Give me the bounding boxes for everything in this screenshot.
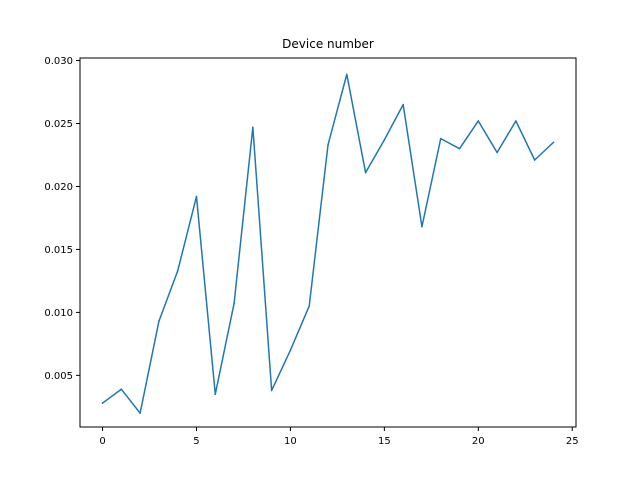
data-point (195, 195, 198, 198)
data-point (383, 139, 386, 141)
data-point (496, 151, 498, 154)
y-tick-label: 0.030 (44, 56, 73, 67)
series-line-0 (101, 73, 555, 414)
y-tick-label: 0.025 (44, 119, 73, 130)
chart-title: Device number (282, 37, 374, 51)
data-point (345, 73, 348, 76)
x-tick-label: 10 (284, 436, 297, 447)
data-point (233, 302, 235, 305)
axes-frame (79, 57, 577, 428)
x-axis: 0 5 10 15 20 25 (99, 427, 579, 447)
x-tick-label: 5 (193, 436, 199, 447)
x-tick-label: 0 (99, 436, 105, 447)
y-tick-label: 0.020 (44, 182, 73, 193)
y-axis: 0.005 0.010 0.015 0.020 0.025 0.030 (44, 56, 80, 382)
plot-area (101, 73, 555, 414)
data-point (477, 120, 480, 122)
data-point (515, 120, 517, 122)
x-tick-label: 20 (472, 436, 485, 447)
data-point (101, 402, 104, 404)
data-point (158, 320, 160, 323)
data-point (421, 225, 423, 228)
x-tick-label: 15 (378, 436, 391, 447)
data-point (552, 141, 555, 144)
data-point (176, 270, 179, 272)
y-tick-label: 0.005 (44, 371, 73, 382)
data-point (533, 159, 536, 161)
data-point (252, 126, 254, 129)
data-point (289, 349, 292, 351)
y-tick-label: 0.015 (44, 245, 73, 256)
data-point (458, 147, 461, 150)
data-point (120, 388, 123, 391)
data-point (364, 171, 367, 174)
data-point (308, 305, 311, 307)
data-point (439, 137, 442, 140)
data-point (270, 389, 273, 392)
data-point (214, 393, 217, 396)
y-tick-label: 0.010 (44, 308, 73, 319)
data-point (139, 412, 141, 414)
data-point (402, 103, 404, 106)
x-tick-label: 25 (566, 436, 579, 447)
data-point (327, 144, 329, 146)
